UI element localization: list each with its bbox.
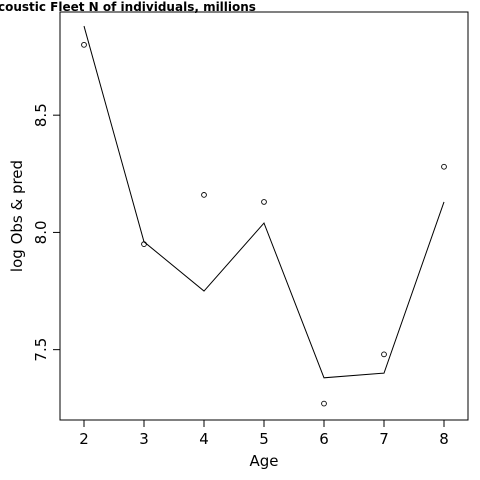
y-tick-label: 8.5 [32,103,50,127]
y-axis: 7.5 8.0 8.5 [32,103,60,362]
y-tick-label: 7.5 [32,338,50,362]
x-tick-label: 5 [259,430,269,448]
chart-title: coustic Fleet N of individuals, millions [0,0,256,14]
observed-point [81,41,87,48]
x-tick-label: 2 [79,430,89,448]
x-tick-label: 8 [439,430,449,448]
y-tick-label: 8.0 [32,220,50,244]
observed-point [381,351,387,358]
observed-point [441,163,447,170]
x-axis-label: Age [249,452,278,470]
x-tick-label: 3 [139,430,149,448]
x-tick-label: 6 [319,430,329,448]
predicted-series-line [83,25,445,379]
observed-point [201,192,207,198]
observed-point [321,400,327,407]
plot-frame [59,11,469,421]
y-axis-label: log Obs & pred [8,160,26,272]
x-axis: 2 3 4 5 6 7 8 [79,420,449,448]
observed-point [141,241,147,247]
observed-point [261,199,267,205]
observed-series-points [81,41,447,407]
x-tick-label: 7 [379,430,389,448]
x-tick-label: 4 [199,430,209,448]
